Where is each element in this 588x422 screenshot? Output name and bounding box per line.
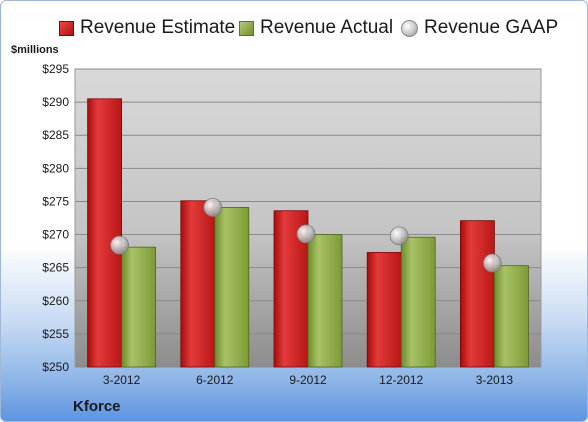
legend-marker-gaap bbox=[401, 19, 418, 37]
x-tick-label: 3-2012 bbox=[103, 373, 141, 387]
marker-revenue-gaap bbox=[296, 224, 316, 244]
bar-revenue-actual bbox=[400, 236, 436, 368]
y-tick-label: $280 bbox=[42, 161, 69, 175]
marker-revenue-gaap bbox=[389, 226, 409, 246]
bar-revenue-estimate bbox=[87, 98, 122, 368]
bar-revenue-estimate bbox=[459, 220, 495, 368]
legend-label-actual: Revenue Actual bbox=[260, 17, 394, 38]
bar-revenue-actual bbox=[307, 234, 343, 368]
legend-label-estimate: Revenue Estimate bbox=[80, 17, 236, 38]
marker-revenue-gaap bbox=[482, 253, 502, 273]
y-tick-label: $290 bbox=[42, 95, 69, 109]
x-tick-label: 6-2012 bbox=[196, 373, 234, 387]
y-tick-label: $270 bbox=[42, 228, 69, 242]
legend: Revenue Estimate Revenue Actual Revenue … bbox=[1, 13, 587, 43]
legend-label-gaap: Revenue GAAP bbox=[424, 17, 559, 38]
x-tick-label: 9-2012 bbox=[289, 373, 327, 387]
y-axis-unit-label: $millions bbox=[11, 44, 59, 56]
y-axis-ticks: $250 $255 $260 $265 $270 $275 $280 $285 $290 $295 bbox=[42, 62, 69, 374]
y-tick-label: $255 bbox=[42, 327, 69, 341]
legend-item-gaap: Revenue GAAP bbox=[401, 13, 558, 43]
legend-swatch-estimate bbox=[59, 20, 74, 36]
bar-revenue-estimate bbox=[366, 252, 402, 368]
bar-revenue-estimate bbox=[180, 200, 216, 368]
x-tick-label: 12-2012 bbox=[379, 373, 423, 387]
y-tick-label: $285 bbox=[42, 128, 69, 142]
bar-revenue-actual bbox=[493, 265, 529, 368]
bar-revenue-actual bbox=[214, 207, 250, 368]
y-tick-label: $295 bbox=[42, 62, 69, 76]
company-name: Kforce bbox=[73, 398, 121, 415]
y-tick-label: $275 bbox=[42, 194, 69, 208]
gaap-markers bbox=[110, 198, 502, 273]
y-tick-label: $260 bbox=[42, 294, 69, 308]
x-tick-label: 3-2013 bbox=[476, 373, 514, 387]
marker-revenue-gaap bbox=[203, 198, 223, 217]
marker-revenue-gaap bbox=[110, 235, 129, 255]
y-tick-label: $265 bbox=[42, 261, 69, 275]
x-axis-ticks: 3-2012 6-2012 9-2012 12-2012 3-2013 bbox=[103, 373, 513, 387]
legend-swatch-actual bbox=[239, 20, 254, 36]
legend-item-estimate: Revenue Estimate bbox=[59, 13, 235, 43]
y-tick-label: $250 bbox=[42, 360, 69, 374]
legend-item-actual: Revenue Actual bbox=[239, 13, 393, 43]
bar-revenue-actual bbox=[121, 246, 156, 368]
